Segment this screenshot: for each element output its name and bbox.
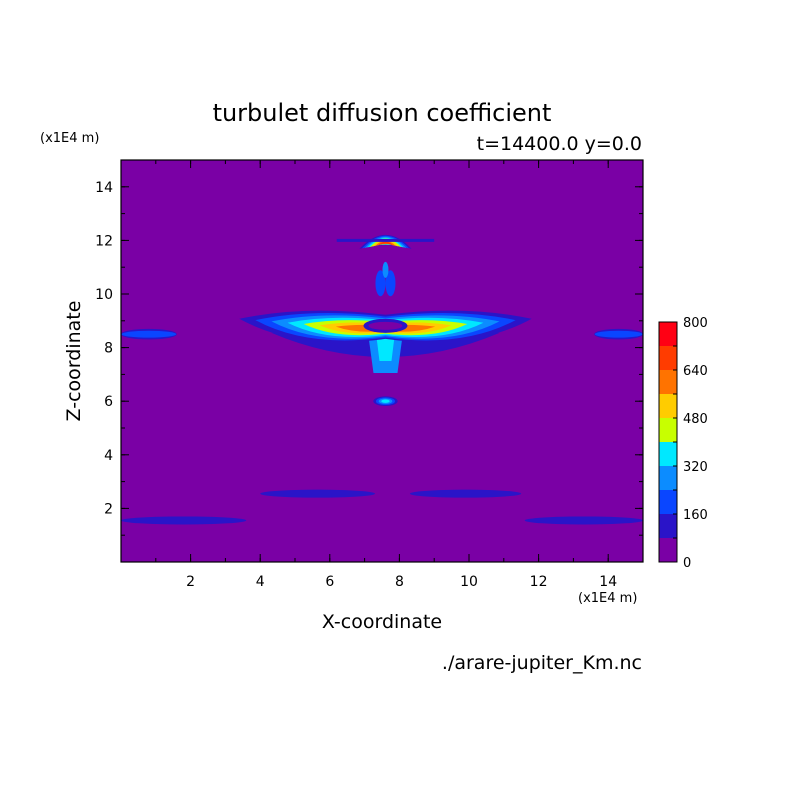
contour-band <box>524 516 643 525</box>
contour-band <box>121 330 177 338</box>
contour-feature-layer <box>524 516 643 525</box>
x-axis-label: X-coordinate <box>322 611 442 633</box>
y-axis-ticks: 2 4 6 8 10 12 14 <box>95 159 643 536</box>
y-tick-label: 12 <box>95 233 113 249</box>
colorbar-band <box>659 418 677 442</box>
y-unit-label: (x1E4 m) <box>40 131 99 146</box>
contour-band <box>377 241 394 246</box>
colorbar-label: 160 <box>683 508 708 523</box>
x-tick-label: 6 <box>325 574 334 590</box>
plot-frame <box>120 159 644 563</box>
x-tick-label: 2 <box>186 574 195 590</box>
x-tick-label: 12 <box>530 574 548 590</box>
contour-band <box>260 489 376 498</box>
source-filename: ./arare-jupiter_Km.nc <box>442 652 642 674</box>
colorbar-band <box>659 514 677 538</box>
colorbar-band <box>659 346 677 370</box>
contour-feature-layer <box>260 489 376 498</box>
y-tick-label: 8 <box>104 341 113 357</box>
contour-band <box>381 399 390 403</box>
colorbar-label: 0 <box>683 556 691 571</box>
chart-subtitle: t=14400.0 y=0.0 <box>477 133 642 155</box>
contour-field <box>121 234 643 525</box>
colorbar-band <box>659 490 677 514</box>
colorbar-label: 480 <box>683 412 708 427</box>
contour-band <box>375 270 386 297</box>
y-tick-label: 2 <box>104 501 113 517</box>
colorbar-band <box>659 370 677 394</box>
colorbar-label: 800 <box>683 316 708 331</box>
contour-band <box>382 261 389 278</box>
contour-feature-layer <box>594 328 643 340</box>
x-tick-label: 14 <box>599 574 617 590</box>
contour-band <box>409 489 522 498</box>
colorbar-band <box>659 394 677 418</box>
contour-band <box>385 270 396 297</box>
colorbar-band <box>659 538 677 562</box>
contour-feature-eye <box>373 396 398 407</box>
contour-band <box>336 238 435 242</box>
contour-feature-layer <box>121 516 247 525</box>
colorbar-band <box>659 466 677 490</box>
contour-band <box>121 516 247 525</box>
contour-feature-main <box>239 310 532 374</box>
y-tick-label: 6 <box>104 394 113 410</box>
colorbar-label: 320 <box>683 460 708 475</box>
contour-band <box>594 330 643 338</box>
colorbar: 0 160 320 480 640 800 <box>658 316 708 571</box>
colorbar-band <box>659 322 677 346</box>
y-tick-label: 10 <box>95 287 113 303</box>
contour-feature-cap <box>336 234 435 297</box>
colorbar-label: 640 <box>683 364 708 379</box>
y-tick-label: 14 <box>95 180 113 196</box>
x-axis-ticks: 2 4 6 8 10 12 14 <box>155 160 644 590</box>
y-tick-label: 4 <box>104 448 113 464</box>
contour-band <box>368 321 403 330</box>
x-tick-label: 10 <box>460 574 478 590</box>
colorbar-band <box>659 442 677 466</box>
x-tick-label: 8 <box>395 574 404 590</box>
chart-title: turbulet diffusion coefficient <box>213 99 552 127</box>
x-unit-label: (x1E4 m) <box>578 591 637 606</box>
contour-feature-layer <box>409 489 522 498</box>
contour-feature-layer <box>121 328 177 340</box>
x-tick-label: 4 <box>256 574 265 590</box>
y-axis-label: Z-coordinate <box>63 301 85 422</box>
